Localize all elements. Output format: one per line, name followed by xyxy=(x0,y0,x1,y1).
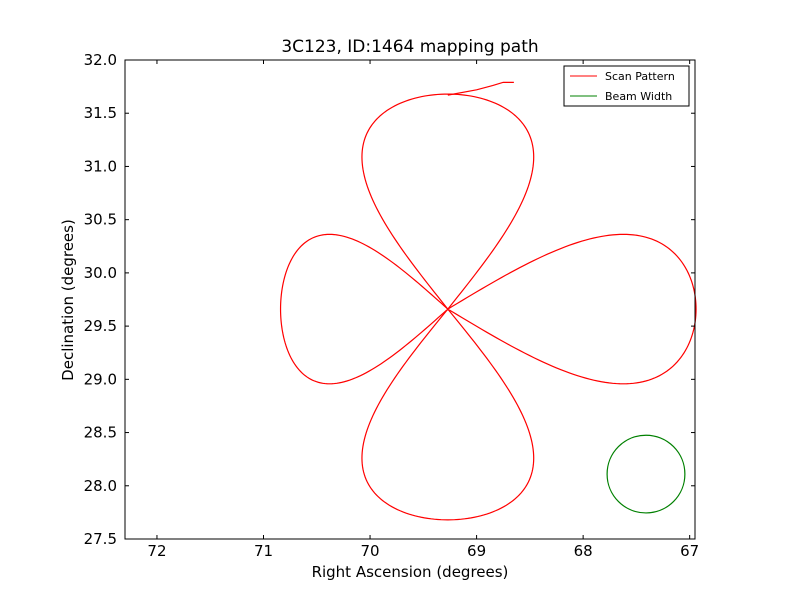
scan-petal-east xyxy=(447,233,697,385)
scan-slew-track xyxy=(447,81,514,96)
x-tick-label: 67 xyxy=(680,542,699,560)
legend-label-scan-pattern: Scan Pattern xyxy=(605,70,675,83)
y-tick-label: 30.5 xyxy=(84,211,117,229)
legend-box xyxy=(563,65,690,107)
scan-petal-south xyxy=(361,308,535,521)
scan-petal-north xyxy=(361,93,535,310)
y-tick-label: 27.5 xyxy=(84,530,117,548)
plot-frame xyxy=(124,59,696,540)
y-axis-label: Declination (degrees) xyxy=(59,219,77,381)
y-tick-label: 29.5 xyxy=(84,317,117,335)
x-tick-label: 69 xyxy=(467,542,486,560)
y-tick-label: 28.0 xyxy=(84,477,117,495)
scan-petal-west xyxy=(279,233,449,385)
y-tick-label: 32.0 xyxy=(84,51,117,69)
legend-label-beam-width: Beam Width xyxy=(605,90,672,103)
chart-title: 3C123, ID:1464 mapping path xyxy=(281,37,538,57)
y-tick-label: 29.0 xyxy=(84,370,117,388)
series-layer xyxy=(279,81,697,521)
y-tick-label: 30.0 xyxy=(84,264,117,282)
x-tick-label: 71 xyxy=(254,542,273,560)
beam-width-circle xyxy=(606,434,686,514)
x-tick-label: 72 xyxy=(147,542,166,560)
ticks-layer: 72 71 70 69 68 67 27.5 28.0 28.5 29.0 29.5 30.0 30.5… xyxy=(84,51,700,560)
y-tick-label: 31.5 xyxy=(84,104,117,122)
x-tick-label: 70 xyxy=(360,542,379,560)
x-tick-label: 68 xyxy=(574,542,593,560)
y-tick-label: 28.5 xyxy=(84,424,117,442)
x-axis-label: Right Ascension (degrees) xyxy=(312,563,509,581)
y-tick-label: 31.0 xyxy=(84,157,117,175)
legend: Scan Pattern Beam Width xyxy=(563,65,690,107)
